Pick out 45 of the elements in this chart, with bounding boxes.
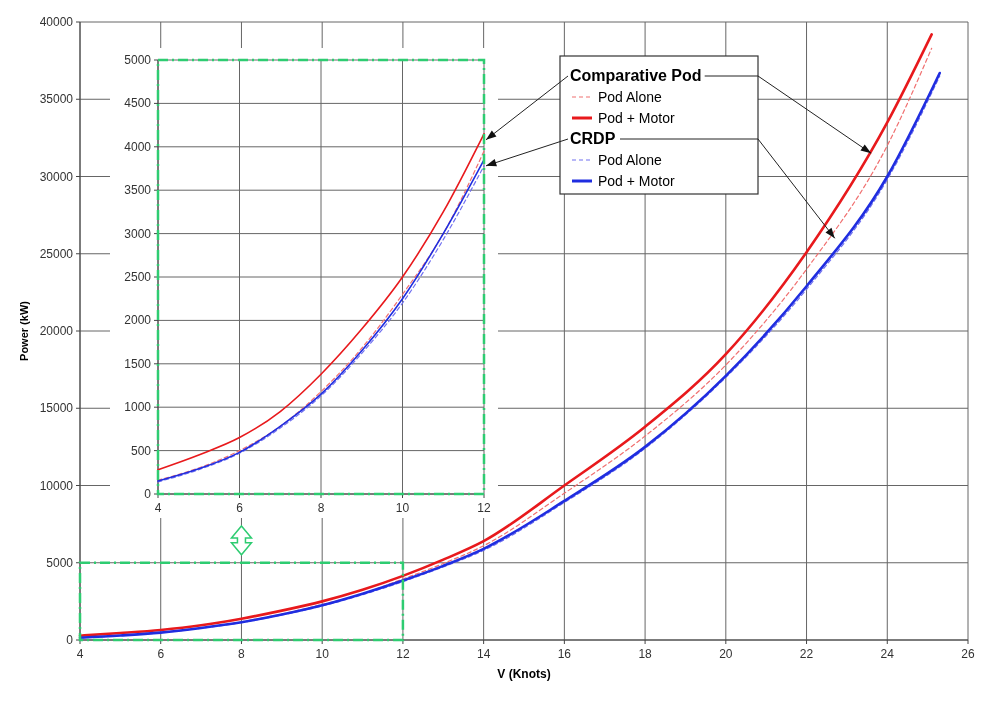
y-tick-label: 1500: [124, 356, 152, 371]
y-axis-title: Power (kW): [18, 300, 30, 361]
y-tick-label: 5000: [46, 555, 74, 570]
y-tick-label: 30000: [39, 169, 74, 184]
y-tick-label: 35000: [39, 92, 74, 107]
x-tick-label: 20: [719, 647, 733, 661]
x-tick-label: 26: [961, 647, 975, 661]
x-tick-label: 24: [880, 647, 895, 661]
x-tick-label: 16: [557, 647, 572, 661]
y-tick-label: 1000: [124, 400, 152, 415]
x-axis-title: V (Knots): [497, 667, 551, 681]
y-tick-label: 2000: [124, 313, 152, 328]
legend-label: Pod + Motor: [598, 110, 675, 126]
x-tick-label: 10: [315, 647, 330, 661]
y-tick-label: 500: [130, 443, 152, 458]
y-tick-label: 40000: [39, 15, 74, 29]
legend-label: Pod + Motor: [598, 173, 675, 189]
y-tick-label: 3000: [124, 226, 152, 241]
x-tick-label: 6: [236, 501, 244, 515]
legend-label: Pod Alone: [598, 152, 663, 168]
y-tick-label: 10000: [39, 478, 74, 493]
x-tick-label: 14: [476, 647, 491, 661]
x-tick-label: 12: [396, 647, 410, 661]
x-tick-label: 8: [238, 647, 246, 661]
x-tick-label: 8: [317, 501, 325, 515]
x-tick-label: 6: [157, 647, 165, 661]
x-tick-label: 12: [477, 501, 491, 515]
y-tick-label: 5000: [124, 53, 152, 67]
y-tick-label: 0: [66, 633, 74, 647]
y-tick-label: 25000: [39, 246, 74, 261]
x-tick-label: 10: [395, 501, 410, 515]
y-tick-label: 0: [144, 487, 152, 501]
y-tick-label: 2500: [124, 270, 152, 284]
annotation: CRDP: [570, 130, 616, 147]
y-tick-label: 20000: [39, 324, 74, 338]
y-tick-label: 3500: [124, 183, 152, 198]
x-tick-label: 4: [154, 501, 162, 515]
x-tick-label: 4: [76, 647, 84, 661]
x-tick-label: 18: [638, 647, 653, 661]
legend-label: Pod Alone: [598, 89, 663, 105]
y-tick-label: 4500: [124, 96, 152, 111]
annotation: Comparative Pod: [570, 67, 702, 84]
y-tick-label: 15000: [39, 401, 74, 416]
x-tick-label: 22: [799, 647, 814, 661]
y-tick-label: 4000: [124, 139, 152, 154]
